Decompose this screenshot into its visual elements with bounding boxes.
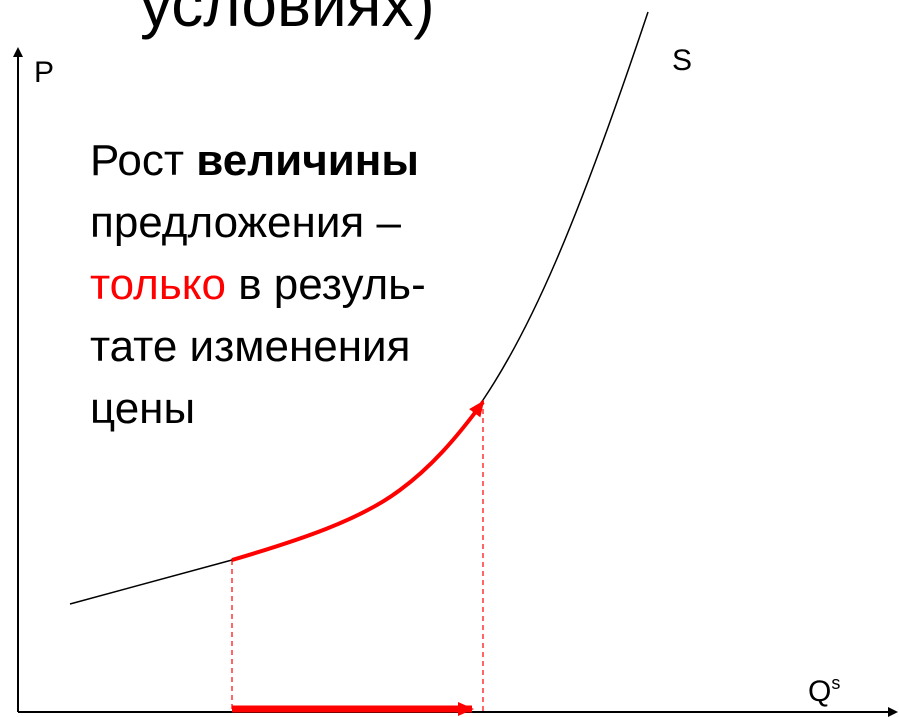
caption-line-2: предложения – bbox=[90, 198, 401, 247]
caption-line-3: только в резуль- bbox=[90, 254, 530, 316]
x-axis-label-main: Q bbox=[808, 675, 832, 708]
caption-line-1: Рост величины bbox=[90, 130, 530, 192]
movement-along-curve-arrow bbox=[231, 400, 485, 562]
x-axis-label-superscript: s bbox=[831, 673, 841, 693]
caption-line-1-bold: величины bbox=[196, 136, 419, 185]
supply-curve-label: S bbox=[672, 44, 693, 77]
caption-line-5: цены bbox=[90, 384, 196, 433]
caption-line-3-rest: в резуль- bbox=[225, 260, 426, 309]
caption-line-3-red: только bbox=[90, 260, 226, 309]
x-axis-label: Qs bbox=[808, 674, 840, 707]
caption-text: Рост величины предложения – только в рез… bbox=[90, 130, 530, 440]
slide-heading: условиях) bbox=[140, 0, 435, 40]
caption-line-4: тате изменения bbox=[90, 322, 411, 371]
y-axis-label: P bbox=[34, 56, 55, 89]
caption-line-1-plain: Рост bbox=[90, 136, 197, 185]
